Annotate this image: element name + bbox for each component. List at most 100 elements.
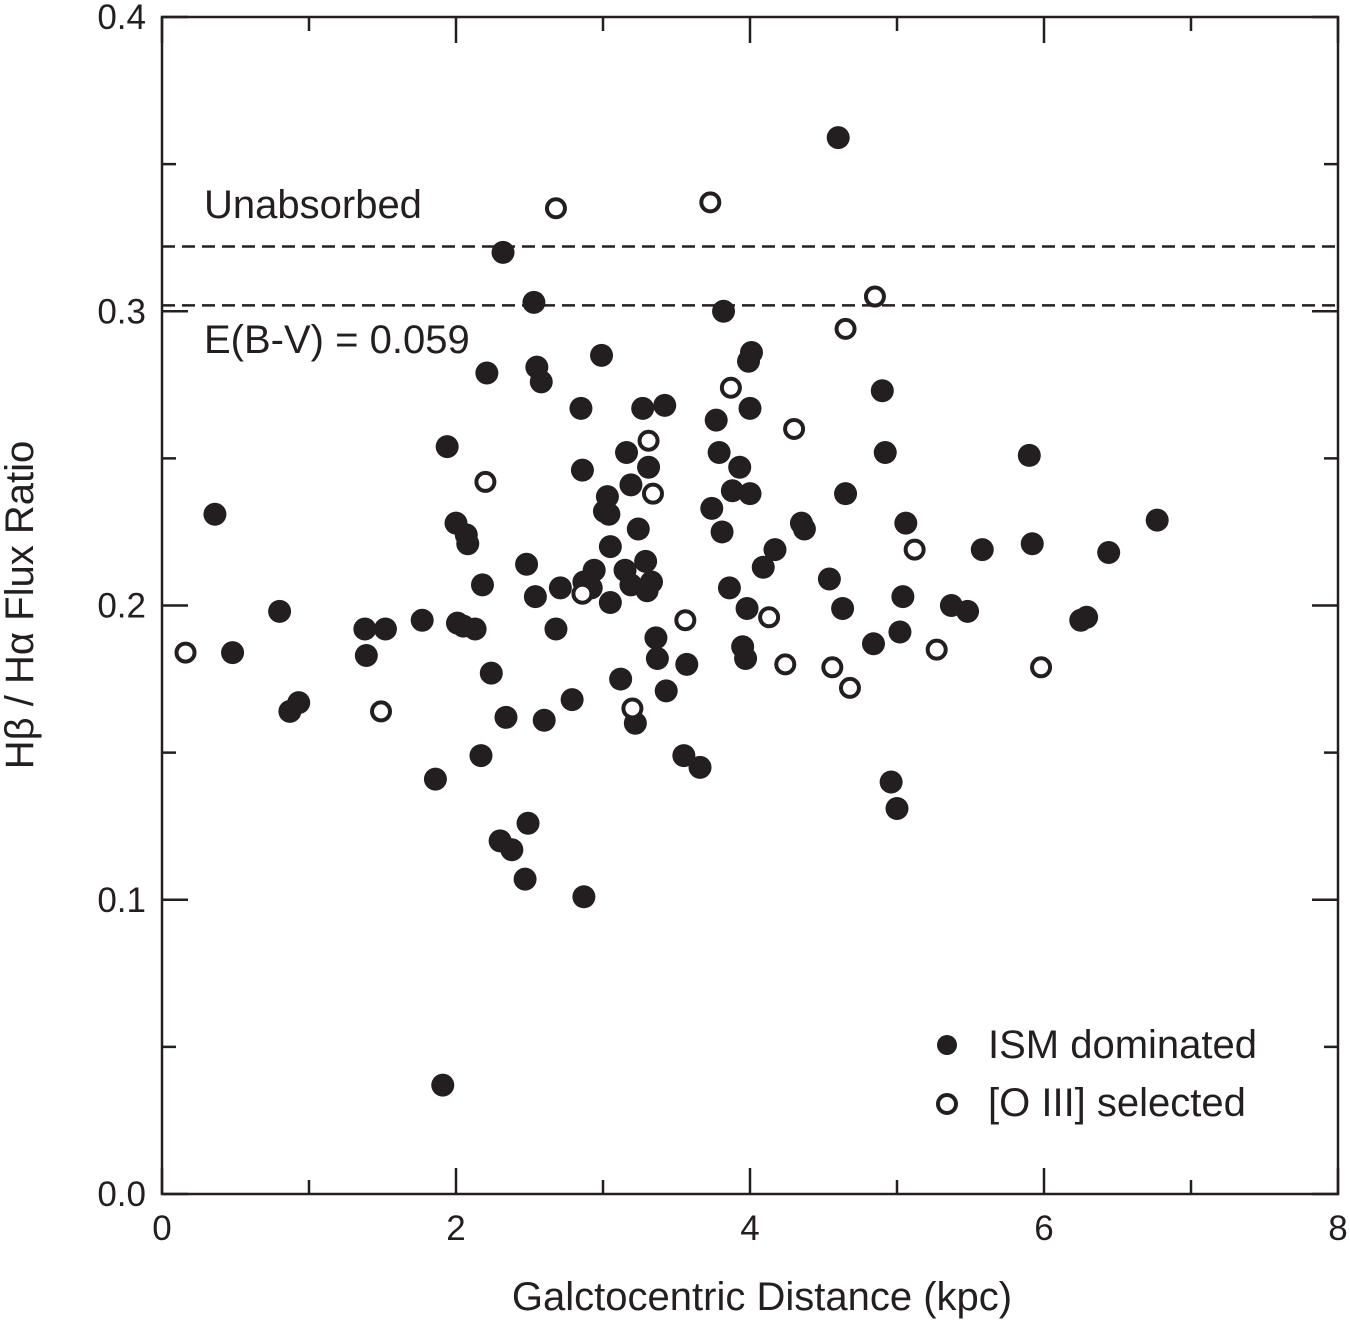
point-ism-dominated (700, 496, 724, 520)
point-ism-dominated (572, 885, 596, 909)
point-oiii-selected (1030, 656, 1053, 679)
point-ism-dominated (598, 535, 622, 559)
point-ism-dominated (631, 396, 655, 420)
point-ism-dominated (675, 652, 699, 676)
y-tick-label: 0.0 (97, 1175, 146, 1214)
point-ism-dominated (456, 532, 480, 556)
reference-lines (162, 245, 1338, 307)
point-ism-dominated (469, 744, 493, 768)
x-tick-label: 8 (1328, 1209, 1347, 1248)
point-ism-dominated (738, 482, 762, 506)
legend: ISM dominated [O III] selected (936, 1023, 1257, 1125)
point-ism-dominated (688, 755, 712, 779)
point-ism-dominated (956, 599, 980, 623)
point-ism-dominated (817, 567, 841, 591)
point-ism-dominated (523, 585, 547, 609)
point-ism-dominated (548, 576, 572, 600)
point-ism-dominated (826, 126, 850, 150)
point-ism-dominated (463, 617, 487, 641)
point-ism-dominated (1017, 443, 1041, 467)
point-oiii-selected (699, 191, 722, 214)
point-ism-dominated (609, 667, 633, 691)
point-ism-dominated (717, 576, 741, 600)
point-ism-dominated (888, 620, 912, 644)
axis-ticks: 0 2 4 6 8 0.0 0.1 0.2 0.3 0.4 (97, 0, 1347, 1248)
point-ism-dominated (637, 455, 661, 479)
point-ism-dominated (287, 691, 311, 715)
point-ism-dominated (570, 458, 594, 482)
x-axis-title: Galctocentric Distance (kpc) (512, 1275, 1012, 1319)
point-ism-dominated (739, 340, 763, 364)
point-oiii-selected (863, 285, 886, 308)
point-ism-dominated (615, 440, 639, 464)
point-oiii-selected (621, 697, 644, 720)
point-ism-dominated (654, 679, 678, 703)
point-ism-dominated (500, 838, 524, 862)
point-ism-dominated (410, 608, 434, 632)
point-ism-dominated (894, 511, 918, 535)
point-ism-dominated (640, 570, 664, 594)
legend-marker-ism (937, 1035, 957, 1055)
y-tick-label: 0.3 (97, 292, 146, 331)
point-oiii-selected (834, 317, 857, 340)
point-ism-dominated (569, 396, 593, 420)
point-oiii-selected (925, 638, 948, 661)
point-ism-dominated (1097, 541, 1121, 565)
point-ism-dominated (751, 555, 775, 579)
point-ism-dominated (891, 585, 915, 609)
point-ism-dominated (870, 379, 894, 403)
point-oiii-selected (674, 609, 697, 632)
point-ism-dominated (1020, 532, 1044, 556)
point-ism-dominated (354, 644, 378, 668)
point-ism-dominated (738, 396, 762, 420)
point-ism-dominated (861, 632, 885, 656)
legend-label-oiii: [O III] selected (988, 1081, 1246, 1125)
point-ism-dominated (885, 797, 909, 821)
point-ism-dominated (653, 393, 677, 417)
point-oiii-selected (571, 582, 594, 605)
point-ism-dominated (431, 1073, 455, 1097)
y-tick-label: 0.1 (97, 881, 146, 920)
point-ism-dominated (532, 708, 556, 732)
point-ism-dominated (221, 641, 245, 665)
point-ism-dominated (595, 485, 619, 509)
point-ism-dominated (516, 811, 540, 835)
point-oiii-selected (474, 470, 497, 493)
x-tick-label: 6 (1034, 1209, 1053, 1248)
point-ism-dominated (515, 552, 539, 576)
legend-marker-oiii (936, 1093, 958, 1115)
point-ism-dominated (873, 440, 897, 464)
point-ism-dominated (619, 473, 643, 497)
point-oiii-selected (838, 676, 861, 699)
point-ism-dominated (720, 479, 744, 503)
point-ism-dominated (513, 867, 537, 891)
point-ism-dominated (470, 573, 494, 597)
point-ism-dominated (634, 549, 658, 573)
point-oiii-selected (758, 606, 781, 629)
annotation-unabsorbed: Unabsorbed (204, 183, 422, 227)
point-ism-dominated (834, 482, 858, 506)
y-tick-label: 0.2 (97, 587, 146, 626)
point-ism-dominated (582, 558, 606, 582)
point-ism-dominated (353, 617, 377, 641)
point-ism-dominated (522, 290, 546, 314)
data-points (174, 126, 1169, 1097)
point-ism-dominated (792, 517, 816, 541)
point-oiii-selected (637, 429, 660, 452)
point-ism-dominated (1075, 605, 1099, 629)
point-oiii-selected (821, 656, 844, 679)
point-ism-dominated (707, 440, 731, 464)
point-ism-dominated (710, 520, 734, 544)
point-oiii-selected (370, 700, 393, 723)
point-ism-dominated (626, 517, 650, 541)
point-ism-dominated (373, 617, 397, 641)
point-ism-dominated (544, 617, 568, 641)
point-ism-dominated (529, 370, 553, 394)
point-oiii-selected (783, 417, 806, 440)
point-oiii-selected (174, 641, 197, 664)
point-ism-dominated (672, 744, 696, 768)
point-oiii-selected (719, 376, 742, 399)
point-ism-dominated (734, 646, 758, 670)
point-ism-dominated (644, 626, 668, 650)
point-ism-dominated (491, 240, 515, 264)
